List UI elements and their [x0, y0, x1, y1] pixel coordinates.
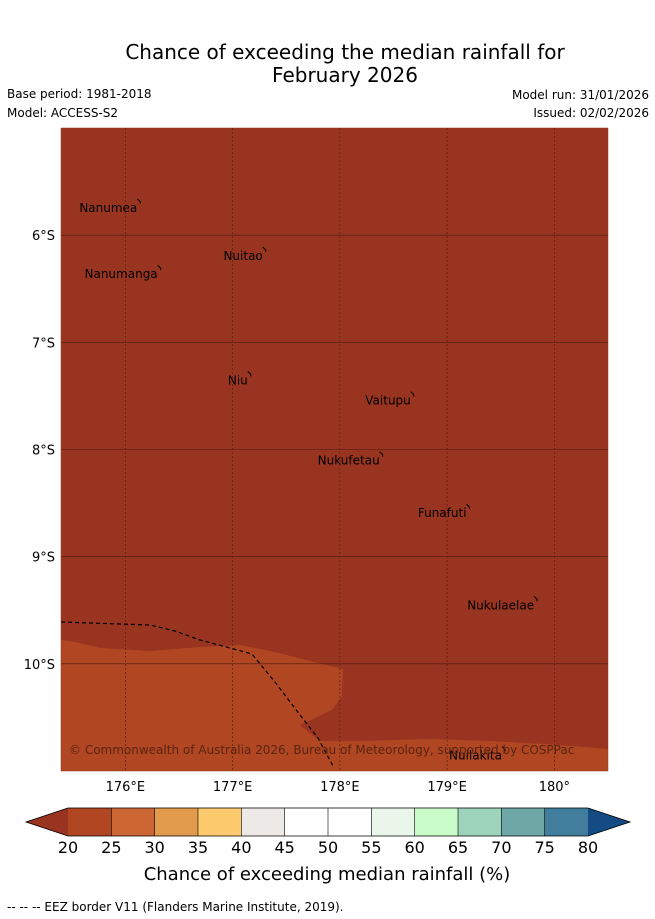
island-shape	[262, 246, 267, 253]
colorbar-tick-label: 30	[144, 838, 164, 857]
island-shape	[501, 746, 506, 752]
axis-labels: 6°S 7°S 8°S 9°S 10°S 176°E 177°E 178°E 179°E 180°	[24, 229, 570, 795]
colorbar-tick-label: 75	[534, 838, 554, 857]
longitude-label: 178°E	[320, 780, 360, 795]
colorbar-tick-label: 40	[231, 838, 251, 857]
colorbar-segment	[544, 808, 589, 836]
copyright-notice: © Commonwealth of Australia 2026, Bureau…	[69, 743, 574, 757]
colorbar-segments	[68, 808, 589, 836]
colorbar-tick-label: 55	[361, 838, 381, 857]
colorbar-segment	[154, 808, 199, 836]
latitude-label: 9°S	[32, 551, 55, 566]
island-label: Niu	[228, 373, 248, 387]
island-label: Nuilakita	[449, 748, 502, 762]
island-label: Funafuti	[418, 506, 467, 520]
island-label: Nukulaelae	[467, 598, 534, 612]
longitude-label: 176°E	[106, 780, 146, 795]
eez-footnote: -- -- -- EEZ border V11 (Flanders Marine…	[7, 900, 344, 914]
map-panel: Nanumea Nuitao Nanumanga Niu Vaitupu Nukufeta…	[61, 128, 608, 771]
colorbar-tick-label: 65	[448, 838, 468, 857]
map-25-percent-zone	[61, 640, 608, 771]
colorbar-tick-label: 35	[188, 838, 208, 857]
colorbar-tick-label: 45	[274, 838, 294, 857]
island-shape	[379, 451, 384, 457]
issued-date: Issued: 02/02/2026	[533, 106, 649, 120]
colorbar-segment	[501, 808, 545, 836]
chart-title: Chance of exceeding the median rainfall …	[0, 41, 655, 87]
colorbar-tick-label: 60	[404, 838, 424, 857]
colorbar-tick-label: 20	[58, 838, 78, 857]
colorbar-segment	[371, 808, 415, 836]
latitude-label: 7°S	[32, 336, 55, 351]
island-label: Nanumanga	[85, 267, 158, 281]
colorbar-segment	[328, 808, 372, 836]
colorbar-segment	[414, 808, 459, 836]
colorbar-segment	[198, 808, 242, 836]
graticule	[61, 128, 608, 771]
colorbar-over-arrow	[588, 808, 630, 836]
colorbar-tick-label: 50	[318, 838, 338, 857]
latitude-label: 6°S	[32, 229, 55, 244]
colorbar-segment	[111, 808, 155, 836]
island-shape	[533, 596, 538, 602]
colorbar-segment	[284, 808, 329, 836]
title-line-1: Chance of exceeding the median rainfall …	[125, 40, 565, 64]
colorbar-ticks: 20 25 30 35 40 45 50 55 60 65 70 75 80	[58, 838, 598, 857]
colorbar-tick-label: 25	[101, 838, 121, 857]
place-labels: Nanumea Nuitao Nanumanga Niu Vaitupu Nukufeta…	[79, 198, 538, 762]
colorbar-segment	[68, 808, 112, 836]
island-label: Nanumea	[79, 201, 137, 215]
model-run: Model run: 31/01/2026	[511, 88, 649, 102]
colorbar-tick-label: 70	[491, 838, 511, 857]
model-name: Model: ACCESS-S2	[7, 106, 119, 120]
longitude-label: 179°E	[427, 780, 467, 795]
colorbar-title: Chance of exceeding median rainfall (%)	[144, 864, 511, 885]
colorbar-under-arrow	[26, 808, 68, 836]
latitude-label: 10°S	[24, 658, 55, 673]
island-shape	[157, 264, 162, 271]
title-line-2: February 2026	[272, 63, 418, 87]
latitude-label: 8°S	[32, 444, 55, 459]
island-label: Nuitao	[223, 249, 262, 263]
colorbar-segment	[458, 808, 502, 836]
island-shape	[136, 198, 141, 204]
longitude-label: 180°	[539, 780, 570, 795]
island-shape	[466, 503, 471, 510]
colorbar-tick-label: 80	[578, 838, 598, 857]
island-shape	[410, 391, 415, 397]
map-frame	[60, 127, 609, 772]
island-shape	[247, 370, 252, 377]
colorbar-segment	[241, 808, 285, 836]
base-period: Base period: 1981-2018	[7, 87, 152, 101]
eez-border	[61, 621, 334, 767]
longitude-label: 177°E	[213, 780, 253, 795]
island-label: Vaitupu	[365, 394, 411, 408]
colorbar-outline	[24, 807, 632, 837]
colorbar: 20 25 30 35 40 45 50 55 60 65 70 75 80 Chance of exc…	[24, 807, 632, 885]
island-label: Nukufetau	[318, 454, 380, 468]
